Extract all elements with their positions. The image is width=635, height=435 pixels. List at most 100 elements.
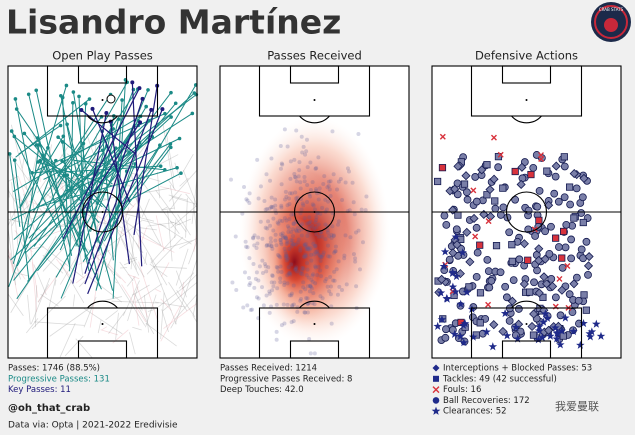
clearance (534, 326, 544, 335)
received-dot (284, 218, 289, 223)
received-dot (271, 228, 276, 233)
received-dot (302, 175, 307, 180)
key-pass-end (79, 108, 84, 113)
received-dot (359, 207, 364, 212)
pass-line (162, 282, 198, 311)
pass-line (160, 305, 181, 342)
received-dot (298, 180, 303, 185)
received-dot (278, 144, 283, 149)
received-dot (268, 240, 273, 245)
received-dot (352, 212, 357, 217)
legend-star (431, 406, 441, 415)
pass-line (143, 294, 150, 333)
interception (448, 205, 458, 215)
recovery (471, 173, 480, 181)
received-dot (328, 292, 333, 297)
received-dot (333, 249, 338, 254)
received-dot (304, 149, 309, 154)
received-dot (308, 351, 313, 356)
recovery (560, 193, 569, 202)
pass-line (138, 227, 157, 231)
received-dot (310, 279, 315, 284)
received-dot (326, 254, 331, 259)
tackle (476, 289, 485, 297)
received-dot (309, 277, 314, 282)
received-dot (329, 321, 334, 326)
received-dot (332, 269, 337, 274)
received-dot (292, 157, 297, 162)
received-dot (305, 247, 310, 252)
received-dot (285, 224, 290, 229)
received-dot (271, 216, 276, 221)
progressive-end (65, 173, 70, 177)
penalty-arc (299, 115, 330, 124)
received-dot (289, 237, 294, 242)
recovery (511, 195, 520, 204)
received-dot (290, 304, 295, 309)
received-dot (282, 283, 287, 288)
penalty-arc (511, 300, 542, 309)
recovery (463, 195, 472, 204)
pass-line (129, 332, 136, 355)
received-dot (247, 256, 252, 261)
received-dot (351, 252, 356, 257)
received-dot (298, 248, 303, 253)
pass-line (178, 272, 195, 289)
received-dot (312, 351, 317, 356)
pass-line (167, 178, 176, 191)
received-dot (313, 265, 318, 270)
received-dot (247, 283, 252, 288)
progressive-pass (39, 160, 89, 253)
received-dot (294, 179, 299, 184)
pass-line (16, 266, 22, 280)
recovery (561, 243, 570, 252)
tackle (560, 227, 568, 236)
received-dot (329, 304, 334, 309)
tackle (508, 241, 516, 249)
pass-line (83, 296, 97, 328)
pass-line (47, 275, 57, 314)
received-dot (330, 129, 335, 134)
title: Lisandro Martínez (6, 3, 341, 42)
received-dot (284, 252, 289, 257)
recovery (452, 225, 461, 234)
recovery (515, 255, 524, 264)
received-dot (294, 128, 299, 133)
recovery (453, 190, 462, 199)
received-dot (278, 166, 283, 171)
recovery (496, 211, 505, 219)
pass-line (145, 294, 157, 328)
recovery (554, 197, 563, 206)
clearance (439, 261, 449, 271)
interception (489, 320, 499, 330)
progressive-end (26, 92, 31, 97)
centre-spot (313, 211, 316, 213)
received-dot (295, 309, 300, 314)
panel: Passes Received Passes Received: 1214Prog… (219, 49, 410, 395)
received-dot (343, 180, 348, 185)
pass-line (100, 329, 119, 336)
interception (437, 274, 447, 284)
received-dot (322, 174, 327, 179)
source: Data via: Opta | 2021-2022 Eredivisie (8, 421, 178, 431)
interception (529, 309, 539, 319)
handle: @oh_that_crab (8, 403, 90, 414)
received-dot (330, 224, 335, 229)
progressive-end (58, 123, 63, 128)
received-dot (261, 303, 266, 308)
recovery (501, 282, 510, 291)
received-dot (325, 185, 330, 190)
received-dot (327, 289, 332, 294)
received-dot (326, 183, 331, 188)
received-dot (312, 252, 317, 257)
recovery (473, 248, 482, 257)
progressive-pass (55, 165, 161, 173)
interception (519, 279, 529, 289)
key-pass (62, 87, 140, 239)
received-dot (230, 280, 235, 285)
received-dot (291, 319, 296, 324)
pass-line (115, 281, 118, 284)
progressive-end (194, 92, 199, 97)
received-dot (307, 284, 312, 289)
received-dot (292, 174, 297, 179)
